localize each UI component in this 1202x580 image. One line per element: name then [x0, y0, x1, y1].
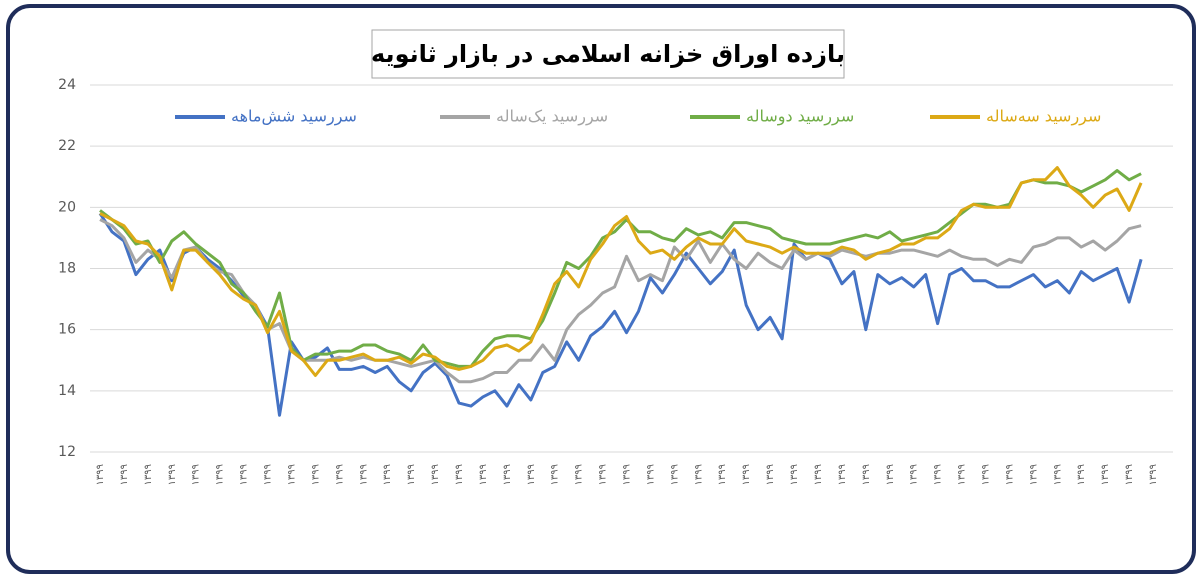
series-line — [98, 212, 1143, 417]
x-tick-label: ۱۳۹۹ — [1124, 464, 1135, 485]
x-tick-label: ۱۳۹۹ — [382, 464, 393, 485]
x-tick-label: ۱۳۹۹ — [191, 464, 202, 485]
frame — [6, 4, 1196, 574]
legend-label: سررسید شش‌ماهه — [231, 107, 357, 127]
x-tick-label: ۱۳۹۹ — [478, 464, 489, 485]
x-tick-label: ۱۳۹۹ — [957, 464, 968, 485]
x-tick-label: ۱۳۹۹ — [358, 464, 369, 485]
x-tick-label: ۱۳۹۹ — [693, 464, 704, 485]
x-tick-label: ۱۳۹۹ — [813, 464, 824, 485]
chart-title: بازده اوراق خزانه اسلامی در بازار ثانویه — [371, 40, 845, 68]
series-line — [99, 218, 1142, 384]
x-tick-label: ۱۳۹۹ — [454, 464, 465, 485]
x-tick-label: ۱۳۹۹ — [119, 464, 130, 485]
x-tick-label: ۱۳۹۹ — [502, 464, 513, 485]
x-tick-label: ۱۳۹۹ — [215, 464, 226, 485]
x-tick-label: ۱۳۹۹ — [909, 464, 920, 485]
x-tick-label: ۱۳۹۹ — [1100, 464, 1111, 485]
x-tick-label: ۱۳۹۹ — [263, 464, 274, 485]
y-tick-label: 14 — [58, 383, 76, 399]
legend-label: سررسید دوساله — [746, 107, 854, 127]
x-tick-label: ۱۳۹۹ — [622, 464, 633, 485]
legend-label: سررسید یک‌ساله — [496, 107, 608, 127]
y-tick-label: 22 — [58, 138, 76, 154]
x-tick-label: ۱۳۹۹ — [861, 464, 872, 485]
series-line — [99, 166, 1143, 377]
x-tick-label: ۱۳۹۹ — [669, 464, 680, 485]
x-tick-label: ۱۳۹۹ — [239, 464, 250, 485]
x-tick-label: ۱۳۹۹ — [310, 464, 321, 485]
x-tick-label: ۱۳۹۹ — [167, 464, 178, 485]
x-tick-label: ۱۳۹۹ — [526, 464, 537, 485]
x-tick-label: ۱۳۹۹ — [933, 464, 944, 485]
y-tick-label: 24 — [58, 77, 76, 93]
x-tick-label: ۱۳۹۹ — [286, 464, 297, 485]
x-tick-label: ۱۳۹۹ — [1028, 464, 1039, 485]
y-tick-label: 20 — [58, 199, 76, 215]
x-tick-label: ۱۳۹۹ — [765, 464, 776, 485]
x-tick-label: ۱۳۹۹ — [717, 464, 728, 485]
x-tick-label: ۱۳۹۹ — [550, 464, 561, 485]
x-tick-label: ۱۳۹۹ — [1148, 464, 1159, 485]
x-tick-label: ۱۳۹۹ — [143, 464, 154, 485]
y-tick-label: 16 — [58, 322, 76, 338]
x-tick-label: ۱۳۹۹ — [885, 464, 896, 485]
title-box — [371, 29, 845, 79]
x-tick-label: ۱۳۹۹ — [406, 464, 417, 485]
x-tick-label: ۱۳۹۹ — [741, 464, 752, 485]
y-tick-label: 12 — [58, 444, 76, 460]
x-tick-label: ۱۳۹۹ — [430, 464, 441, 485]
x-tick-label: ۱۳۹۹ — [334, 464, 345, 485]
x-tick-label: ۱۳۹۹ — [837, 464, 848, 485]
x-tick-label: ۱۳۹۹ — [1076, 464, 1087, 485]
x-tick-label: ۱۳۹۹ — [1004, 464, 1015, 485]
x-tick-label: ۱۳۹۹ — [981, 464, 992, 485]
x-tick-label: ۱۳۹۹ — [95, 464, 106, 485]
legend-label: سررسید سه‌ساله — [986, 107, 1101, 127]
x-tick-label: ۱۳۹۹ — [645, 464, 656, 485]
x-tick-label: ۱۳۹۹ — [1052, 464, 1063, 485]
x-tick-label: ۱۳۹۹ — [598, 464, 609, 485]
x-tick-label: ۱۳۹۹ — [789, 464, 800, 485]
x-tick-label: ۱۳۹۹ — [574, 464, 585, 485]
y-tick-label: 18 — [58, 261, 76, 277]
